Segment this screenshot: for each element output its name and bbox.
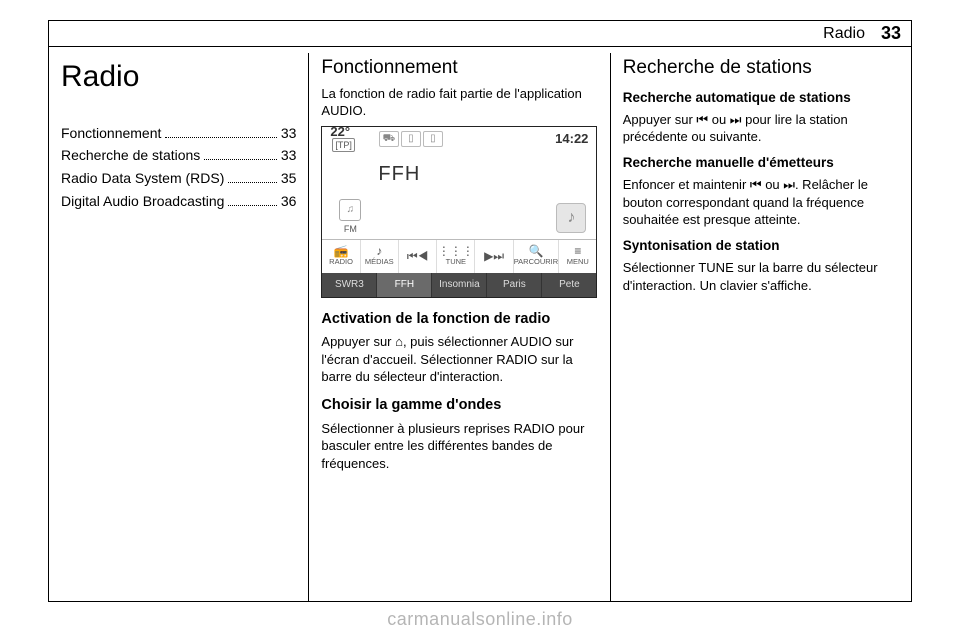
music-icon: ♪ [556, 203, 586, 233]
col3-para-manualsearch: Enfoncer et maintenir ⏮ ou ⏭. Relâcher l… [623, 176, 899, 229]
header-page-number: 33 [881, 23, 901, 44]
chapter-title: Radio [61, 57, 296, 98]
radio-mid-area: ♫ FM FFH ♪ [322, 151, 596, 239]
station-name: FFH [378, 161, 420, 188]
radio-iconbar-button[interactable]: ▶⏭ [475, 240, 513, 273]
toc-row: Recherche de stations 33 [61, 146, 296, 165]
toc-page-number: 33 [281, 146, 297, 165]
top-status-icon: ⛟ [379, 131, 399, 147]
table-of-contents: Fonctionnement33Recherche de stations33R… [61, 124, 296, 212]
iconbar-icon: ⏮◀ [407, 250, 429, 262]
toc-label: Digital Audio Broadcasting [61, 192, 224, 211]
col3-para-tuning: Sélectionner TUNE sur la barre du sélect… [623, 259, 899, 294]
col3-sub-tuning: Syntonisation de station [623, 237, 899, 255]
radio-iconbar-button[interactable]: 🔍PARCOURIR [514, 240, 559, 273]
radio-icon-bar: 📻RADIO♪MÉDIAS⏮◀⋮⋮⋮TUNE▶⏭🔍PARCOURIR≡MENU [322, 239, 596, 273]
radio-iconbar-button[interactable]: ⏮◀ [399, 240, 437, 273]
radio-top-left: 22° [TP] ⛟▯▯ [330, 125, 443, 152]
toc-dots [228, 205, 276, 206]
watermark: carmanualsonline.info [0, 609, 960, 630]
toc-row: Digital Audio Broadcasting 36 [61, 192, 296, 211]
band-icon: ♫ [339, 199, 361, 221]
toc-page-number: 33 [281, 124, 297, 143]
col2-para-waveband: Sélectionner à plusieurs reprises RADIO … [321, 420, 597, 473]
radio-band-indicator: ♫ FM [330, 155, 370, 235]
col2-intro: La fonction de radio fait partie de l'ap… [321, 85, 597, 120]
clock-readout: 14:22 [555, 130, 588, 148]
col3-heading: Recherche de stations [623, 55, 899, 81]
col3-sub-manualsearch: Recherche manuelle d'émetteurs [623, 154, 899, 172]
iconbar-label: MENU [567, 257, 589, 267]
temperature-readout: 22° [330, 125, 355, 138]
preset-button[interactable]: Pete [542, 273, 596, 297]
radio-iconbar-button[interactable]: 📻RADIO [322, 240, 360, 273]
iconbar-label: PARCOURIR [514, 257, 558, 267]
iconbar-label: RADIO [329, 257, 353, 267]
iconbar-icon: ♪ [376, 245, 382, 257]
iconbar-icon: ⋮⋮⋮ [438, 245, 474, 257]
radio-top-icons: ⛟▯▯ [379, 131, 443, 147]
page-columns: Radio Fonctionnement33Recherche de stati… [49, 47, 911, 601]
iconbar-icon: ▶⏭ [484, 250, 504, 262]
toc-dots [228, 182, 276, 183]
column-1: Radio Fonctionnement33Recherche de stati… [49, 53, 308, 601]
col2-subheading-activation: Activation de la fonction de radio [321, 310, 597, 330]
iconbar-label: MÉDIAS [365, 257, 394, 267]
preset-button[interactable]: Paris [487, 273, 542, 297]
iconbar-icon: 📻 [334, 245, 349, 257]
preset-button[interactable]: FFH [377, 273, 432, 297]
iconbar-icon: ≡ [574, 245, 581, 257]
radio-presets-bar: SWR3FFHInsomniaParisPete [322, 273, 596, 297]
toc-row: Fonctionnement 33 [61, 124, 296, 143]
radio-iconbar-button[interactable]: ♪MÉDIAS [361, 240, 399, 273]
column-2: Fonctionnement La fonction de radio fait… [308, 53, 609, 601]
iconbar-icon: 🔍 [528, 245, 543, 257]
radio-iconbar-button[interactable]: ≡MENU [559, 240, 596, 273]
col3-para-autosearch: Appuyer sur ⏮ ou ⏭ pour lire la station … [623, 111, 899, 146]
toc-row: Radio Data System (RDS) 35 [61, 169, 296, 188]
toc-page-number: 36 [281, 192, 297, 211]
col2-subheading-waveband: Choisir la gamme d'ondes [321, 396, 597, 416]
toc-label: Fonctionnement [61, 124, 161, 143]
radio-display-screenshot: 22° [TP] ⛟▯▯ 14:22 ♫ FM FFH ♪ [321, 126, 597, 298]
toc-dots [204, 159, 277, 160]
radio-iconbar-button[interactable]: ⋮⋮⋮TUNE [437, 240, 475, 273]
toc-label: Radio Data System (RDS) [61, 169, 224, 188]
page-frame: Radio 33 Radio Fonctionnement33Recherche… [48, 20, 912, 602]
toc-page-number: 35 [281, 169, 297, 188]
col2-heading: Fonctionnement [321, 55, 597, 81]
col3-sub-autosearch: Recherche automatique de stations [623, 89, 899, 107]
page-header: Radio 33 [49, 21, 911, 47]
col2-para-activation: Appuyer sur ⌂, puis sélectionner AUDIO s… [321, 333, 597, 386]
top-status-icon: ▯ [401, 131, 421, 147]
column-3: Recherche de stations Recherche automati… [610, 53, 911, 601]
radio-top-bar: 22° [TP] ⛟▯▯ 14:22 [322, 127, 596, 151]
toc-dots [165, 137, 276, 138]
preset-button[interactable]: SWR3 [322, 273, 377, 297]
radio-temp-group: 22° [TP] [330, 125, 355, 152]
preset-button[interactable]: Insomnia [432, 273, 487, 297]
toc-label: Recherche de stations [61, 146, 200, 165]
header-section-name: Radio [823, 25, 865, 43]
iconbar-label: TUNE [446, 257, 466, 267]
band-label: FM [344, 223, 357, 235]
top-status-icon: ▯ [423, 131, 443, 147]
